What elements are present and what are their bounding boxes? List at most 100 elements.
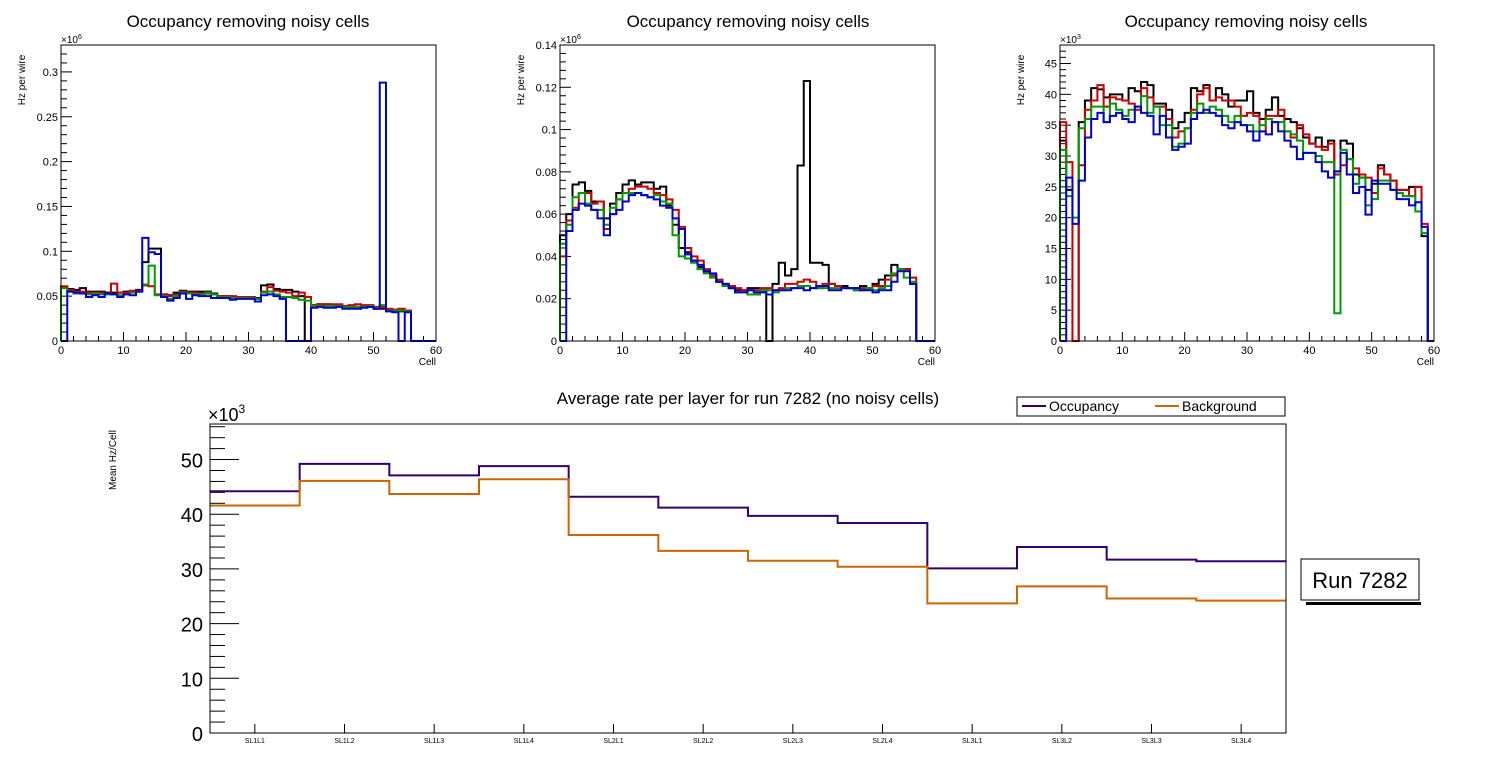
- x-tick-label: 20: [679, 345, 691, 357]
- layer-chart-y-multiplier: ×103: [208, 402, 246, 425]
- y-tick-label: 40: [1045, 89, 1057, 101]
- y-tick-label: 0.08: [536, 167, 557, 179]
- category-label: SL3L3: [1141, 738, 1161, 745]
- x-tick-label: 60: [1428, 345, 1440, 357]
- y-tick-label: 30: [181, 560, 203, 582]
- y-tick-label: 20: [1045, 213, 1057, 225]
- panel-3-y-multiplier: ×103: [1060, 34, 1081, 46]
- histogram-panel-3: Occupancy removing noisy cells Hz per wi…: [1016, 12, 1440, 368]
- series-occupancy: [210, 462, 1286, 570]
- x-tick-label: 60: [929, 345, 941, 357]
- y-tick-label: 25: [1045, 182, 1057, 194]
- y-tick-label: 10: [181, 669, 203, 691]
- category-label: SL1L2: [334, 738, 354, 745]
- y-tick-label: 0.1: [43, 246, 58, 258]
- y-tick-label: 45: [1045, 59, 1057, 71]
- x-tick-label: 50: [866, 345, 878, 357]
- y-tick-label: 35: [1045, 120, 1057, 132]
- panel-3-title: Occupancy removing noisy cells: [1125, 12, 1368, 31]
- panel-2-ticks: 0 10 20 30 40 50 60 0 0.02 0.04 0.06 0.08 0.1 0.12 0.1…: [536, 40, 942, 357]
- panel-1-frame: [60, 44, 437, 342]
- panel-1-title: Occupancy removing noisy cells: [127, 12, 370, 31]
- x-tick-label: 30: [242, 345, 254, 357]
- layer-chart-frame: [209, 423, 1287, 734]
- y-tick-label: 0.1: [542, 125, 557, 137]
- category-label: SL2L4: [872, 738, 892, 745]
- panel-1-xlabel: Cell: [419, 357, 436, 368]
- y-tick-label: 0: [52, 336, 58, 348]
- layer-chart-ylabel: Mean Hz/Cell: [108, 430, 119, 490]
- panel-2-xlabel: Cell: [918, 357, 935, 368]
- x-tick-label: 40: [1303, 345, 1315, 357]
- series-green: [559, 192, 935, 342]
- y-tick-label: 30: [1045, 151, 1057, 163]
- y-tick-label: 10: [1045, 274, 1057, 286]
- run-annotation: Run 7282: [1300, 558, 1421, 605]
- legend: Occupancy Background: [1016, 396, 1286, 417]
- category-label: SL2L3: [783, 738, 803, 745]
- histogram-panel-1: Occupancy removing noisy cells Hz per wi…: [17, 12, 442, 368]
- x-tick-label: 10: [616, 345, 628, 357]
- category-label: SL2L2: [693, 738, 713, 745]
- panel-2-series: [559, 79, 935, 342]
- x-tick-label: 0: [58, 345, 64, 357]
- category-label: SL3L4: [1231, 738, 1251, 745]
- y-tick-label: 0.05: [37, 291, 58, 303]
- x-tick-label: 30: [1241, 345, 1253, 357]
- y-tick-label: 50: [181, 451, 203, 473]
- y-tick-label: 20: [181, 615, 203, 637]
- y-tick-label: 0.04: [536, 251, 557, 263]
- x-tick-label: 40: [804, 345, 816, 357]
- legend-label-background: Background: [1182, 398, 1257, 414]
- panel-2-title: Occupancy removing noisy cells: [627, 12, 870, 31]
- panel-2-frame: [559, 44, 936, 342]
- series-blue: [61, 81, 436, 342]
- y-tick-label: 40: [181, 505, 203, 527]
- run-box-shadow: [1306, 602, 1421, 605]
- category-label: SL3L1: [962, 738, 982, 745]
- panel-2-ylabel: Hz per wire: [516, 54, 527, 105]
- panel-1-ylabel: Hz per wire: [17, 54, 28, 105]
- category-label: SL1L3: [424, 738, 444, 745]
- y-tick-label: 0: [551, 336, 557, 348]
- series-blue: [1060, 105, 1434, 342]
- x-tick-label: 0: [557, 345, 563, 357]
- y-tick-label: 0.3: [43, 67, 58, 79]
- layer-chart-series: [210, 462, 1286, 605]
- y-tick-label: 0: [1051, 336, 1057, 348]
- panel-2-y-multiplier: ×106: [560, 34, 581, 46]
- run-box: [1300, 558, 1420, 601]
- y-tick-label: 0.15: [37, 201, 58, 213]
- series-background: [210, 478, 1286, 605]
- x-tick-label: 10: [117, 345, 129, 357]
- y-tick-label: 0.12: [536, 82, 557, 94]
- x-tick-label: 40: [305, 345, 317, 357]
- panel-3-series: [1059, 81, 1434, 342]
- y-tick-label: 0.14: [536, 40, 557, 52]
- x-tick-label: 50: [1366, 345, 1378, 357]
- y-tick-label: 15: [1045, 244, 1057, 256]
- x-tick-label: 20: [1179, 345, 1191, 357]
- layer-chart-title: Average rate per layer for run 7282 (no …: [557, 389, 939, 408]
- y-tick-label: 5: [1051, 305, 1057, 317]
- series-red: [1059, 84, 1434, 342]
- run-label: Run 7282: [1312, 568, 1407, 593]
- y-tick-label: 0: [192, 724, 203, 746]
- layer-chart-ticks: SL1L1 SL1L2 SL1L3 SL1L4 SL2L1 SL2L2 SL2L3 SL2L4…: [181, 426, 1251, 746]
- panel-1-series: [60, 81, 436, 342]
- histogram-panel-2: Occupancy removing noisy cells Hz per wi…: [516, 12, 941, 368]
- y-tick-label: 0.06: [536, 209, 557, 221]
- category-label: SL1L1: [245, 738, 265, 745]
- layer-rate-chart: Average rate per layer for run 7282 (no …: [108, 389, 1421, 746]
- series-blue: [560, 192, 935, 342]
- panel-3-frame: [1059, 44, 1435, 342]
- x-tick-label: 20: [180, 345, 192, 357]
- x-tick-label: 50: [367, 345, 379, 357]
- panel-1-y-multiplier: ×106: [61, 34, 82, 46]
- series-green: [1059, 95, 1434, 342]
- category-label: SL1L4: [514, 738, 534, 745]
- x-tick-label: 0: [1057, 345, 1063, 357]
- y-tick-label: 0.02: [536, 294, 557, 306]
- category-label: SL3L2: [1052, 738, 1072, 745]
